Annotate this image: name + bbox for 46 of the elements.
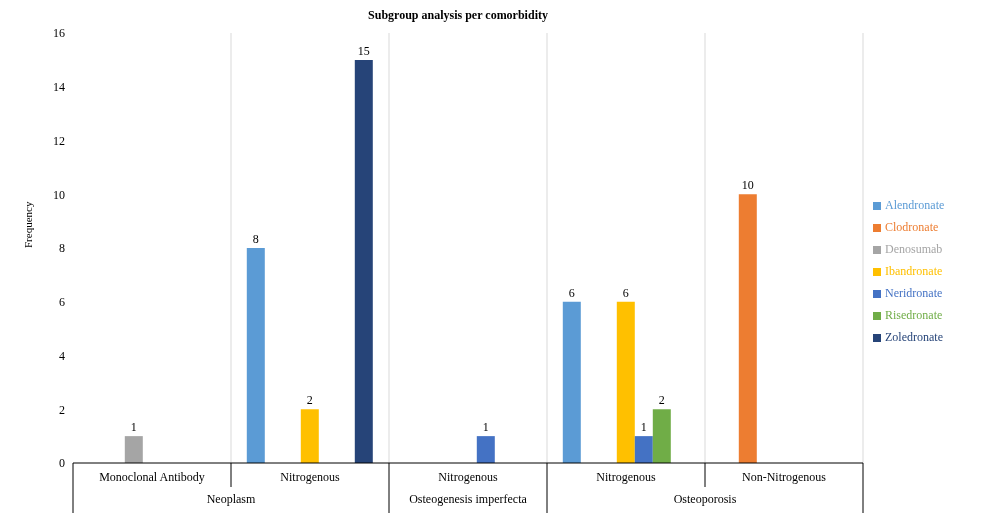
data-label: 2 <box>306 393 313 408</box>
text: Osteogenesis imperfecta <box>409 492 528 506</box>
data-label: 1 <box>482 420 489 435</box>
y-tick-label: 0 <box>59 456 65 471</box>
y-tick-label: 4 <box>59 348 65 363</box>
bar <box>616 301 635 463</box>
bar <box>562 301 581 463</box>
legend-label: Clodronate <box>885 219 939 234</box>
data-label: 10 <box>741 178 754 193</box>
data-label: 6 <box>568 285 575 300</box>
bar <box>476 436 495 463</box>
legend-label: Denosumab <box>885 241 943 256</box>
bar <box>634 436 653 463</box>
x-tick-label: Nitrogenous <box>438 470 498 484</box>
text: Neoplasm <box>206 492 256 506</box>
x-tick-label: Nitrogenous <box>280 470 340 484</box>
y-tick-label: 14 <box>53 80 65 95</box>
bar <box>300 409 319 463</box>
bar <box>652 409 671 463</box>
y-tick-label: 8 <box>59 241 65 256</box>
y-tick-label: 12 <box>53 133 65 148</box>
bar <box>738 194 757 463</box>
x-tick-label: Non-Nitrogenous <box>742 470 827 484</box>
x-tick-label: Nitrogenous <box>596 470 656 484</box>
data-label: 2 <box>658 393 665 408</box>
x-tick-label: Monoclonal Antibody <box>99 470 205 484</box>
bar <box>354 59 373 463</box>
y-tick-label: 6 <box>59 295 65 310</box>
text: Osteoporosis <box>673 492 737 506</box>
data-label: 1 <box>130 420 137 435</box>
legend-label: Neridronate <box>885 285 943 300</box>
legend-label: Risedronate <box>885 307 943 322</box>
y-tick-label: 10 <box>53 187 65 202</box>
y-tick-label: 16 <box>53 26 65 41</box>
data-label: 8 <box>252 232 259 246</box>
legend-label: Alendronate <box>885 197 945 212</box>
bar <box>124 436 143 463</box>
chart-title: Subgroup analysis per comorbidity <box>367 8 549 23</box>
data-label: 15 <box>357 43 370 58</box>
y-tick-label: 2 <box>59 402 65 417</box>
y-axis-title: Frequency <box>21 201 34 248</box>
data-label: 6 <box>622 285 629 300</box>
legend-label: Ibandronate <box>885 263 943 278</box>
data-label: 1 <box>640 420 647 435</box>
bar <box>246 248 265 463</box>
legend-label: Zoledronate <box>885 329 943 344</box>
